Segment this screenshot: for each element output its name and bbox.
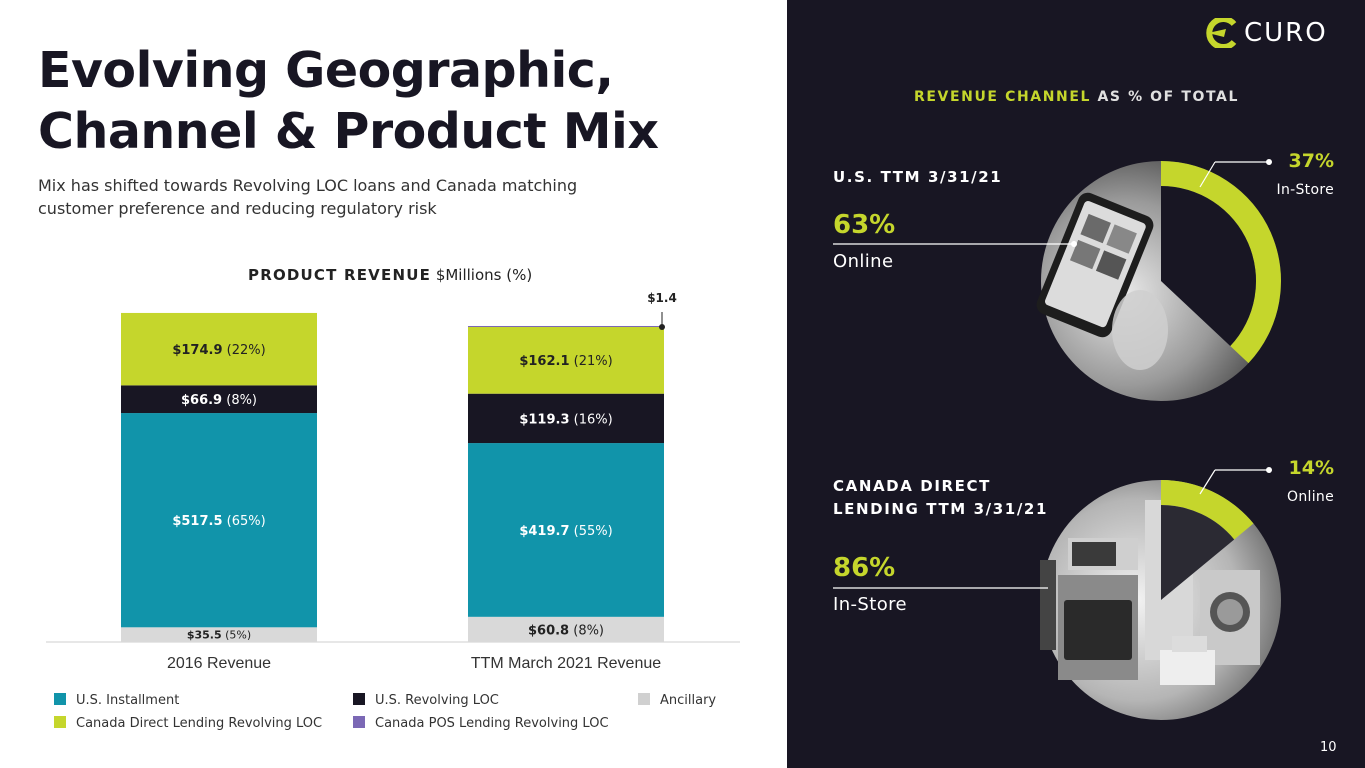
revenue-channel-title-highlight: REVENUE CHANNEL [914, 89, 1092, 105]
legend-item-ancillary: Ancillary [638, 693, 716, 708]
canada-section-label: CANADA DIRECT LENDING TTM 3/31/21 [833, 475, 1048, 521]
canada-callout-dot [1266, 467, 1272, 473]
canada-callout-line [1199, 469, 1216, 495]
us-online-dot [1071, 241, 1077, 247]
legend-swatch-dark [353, 693, 365, 705]
page-subtitle: Mix has shifted towards Revolving LOC lo… [38, 174, 638, 220]
curo-logo-text: CURO [1244, 18, 1328, 48]
canada-online-label: Online [1287, 489, 1334, 505]
page-title: Evolving Geographic, Channel & Product M… [38, 40, 659, 162]
us-instore-slice [1161, 161, 1281, 364]
us-online-label: Online [833, 251, 894, 272]
legend-label: U.S. Revolving LOC [375, 693, 499, 708]
bar-segment-u-s-installment [121, 413, 317, 628]
us-callout-dot [1266, 159, 1272, 165]
canada-online-slice-center [1161, 505, 1235, 600]
canada-label-line-2: LENDING TTM 3/31/21 [833, 500, 1048, 518]
category-label: TTM March 2021 Revenue [471, 655, 661, 672]
data-label-u-s-installment: $517.5 (65%) [172, 514, 265, 529]
bar-segment-u-s-revolving-loc [468, 393, 664, 444]
bar-segment-canada-direct-lending-revolving-loc [121, 312, 317, 386]
data-label-u-s-revolving-loc: $66.9 (8%) [181, 393, 257, 408]
bar-segment-canada-direct-lending-revolving-loc [468, 326, 664, 394]
legend-item-canada-pos: Canada POS Lending Revolving LOC [353, 716, 609, 731]
legend-swatch-teal [54, 693, 66, 705]
revenue-channel-title: REVENUE CHANNEL AS % OF TOTAL [914, 89, 1239, 105]
curo-logo: CURO [1204, 17, 1328, 49]
legend-label: Canada POS Lending Revolving LOC [375, 716, 609, 731]
page-number: 10 [1320, 740, 1337, 755]
curo-logo-icon [1206, 18, 1237, 48]
phone-photo-icon [1036, 192, 1168, 370]
callout-dot-canada-pos-lending-revolving-loc [659, 323, 665, 330]
chart-title-main: PRODUCT REVENUE [248, 266, 432, 284]
canada-instore-label: In-Store [833, 594, 907, 615]
title-line-1: Evolving Geographic, [38, 42, 614, 99]
legend-item-us-installment: U.S. Installment [54, 693, 179, 708]
category-label: 2016 Revenue [167, 655, 271, 672]
revenue-channel-title-rest: AS % OF TOTAL [1091, 89, 1239, 105]
canada-pie-slices [1161, 480, 1254, 600]
bar-segment-canada-pos-lending-revolving-loc [468, 325, 664, 327]
data-label-ancillary: $60.8 (8%) [528, 623, 604, 638]
us-online-pct: 63% [833, 210, 896, 240]
data-label-u-s-revolving-loc: $119.3 (16%) [519, 412, 612, 427]
legend-item-us-revolving: U.S. Revolving LOC [353, 693, 499, 708]
legend-label: Canada Direct Lending Revolving LOC [76, 716, 323, 731]
legend-swatch-green [54, 716, 66, 728]
us-instore-pct: 37% [1288, 150, 1334, 172]
us-pie-slices [1161, 161, 1281, 364]
chart-title-units: $Millions (%) [435, 266, 533, 284]
legend-item-canada-direct: Canada Direct Lending Revolving LOC [54, 716, 322, 731]
legend-swatch-purple [353, 716, 365, 728]
us-callout-line [1199, 161, 1216, 188]
data-label-ancillary: $35.5 (5%) [187, 629, 251, 642]
title-line-2: Channel & Product Mix [38, 103, 659, 160]
bar-segment-ancillary [121, 627, 317, 642]
product-revenue-chart: $35.5 (5%) $517.5 (65%) $66.9 (8%) $174.9 (… [46, 291, 740, 672]
us-instore-slice-center [1161, 186, 1257, 347]
canada-label-line-1: CANADA DIRECT [833, 477, 991, 495]
legend-label: U.S. Installment [76, 693, 180, 708]
canada-online-slice [1161, 480, 1254, 540]
data-label-canada-direct-lending-revolving-loc: $162.1 (21%) [519, 354, 612, 369]
data-label-canada-pos-lending-revolving-loc: $1.4 [647, 291, 677, 305]
canada-online-pct: 14% [1288, 457, 1334, 479]
chart-title: PRODUCT REVENUE $Millions (%) [248, 266, 532, 284]
subtitle-line-2: customer preference and reducing regulat… [38, 199, 437, 218]
us-instore-label: In-Store [1276, 182, 1334, 198]
bar-segment-u-s-revolving-loc [121, 385, 317, 414]
subtitle-line-1: Mix has shifted towards Revolving LOC lo… [38, 176, 578, 195]
legend-label: Ancillary [660, 693, 717, 708]
bar-segment-ancillary [468, 616, 664, 642]
us-section-label: U.S. TTM 3/31/21 [833, 168, 1003, 186]
bar-segment-u-s-installment [468, 443, 664, 617]
legend-swatch-grey [638, 693, 650, 705]
data-label-u-s-installment: $419.7 (55%) [519, 524, 612, 539]
data-label-canada-direct-lending-revolving-loc: $174.9 (22%) [172, 343, 265, 358]
canada-instore-pct: 86% [833, 553, 896, 583]
